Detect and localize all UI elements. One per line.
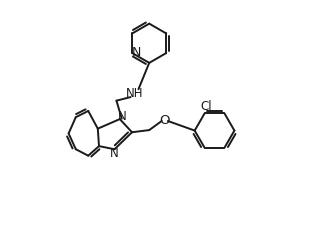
Text: Cl: Cl <box>200 100 212 113</box>
Text: N: N <box>118 110 127 123</box>
Text: N: N <box>110 147 118 160</box>
Text: NH: NH <box>126 87 144 100</box>
Text: O: O <box>160 114 170 128</box>
Text: N: N <box>132 46 141 59</box>
